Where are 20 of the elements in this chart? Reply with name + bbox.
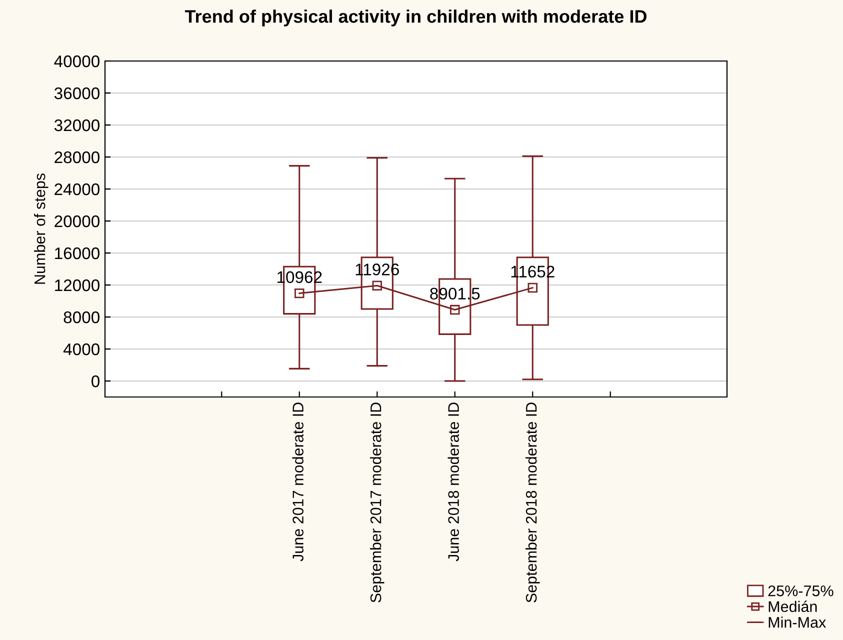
y-tick-label: 32000 — [54, 119, 100, 132]
y-tick-label: 4000 — [63, 343, 100, 356]
y-tick-label: 24000 — [54, 183, 100, 196]
y-axis-title: Number of steps — [34, 174, 48, 284]
y-tick-label: 36000 — [54, 87, 100, 100]
y-tick-label: 12000 — [55, 279, 100, 292]
x-tick-label: September 2017 moderate ID — [370, 402, 384, 602]
y-tick-label: 0 — [92, 375, 100, 388]
y-tick-label: 16000 — [55, 247, 100, 260]
y-tick-label: 28000 — [54, 151, 100, 164]
y-tick-label: 8000 — [64, 311, 100, 324]
legend-label: 25%-75% — [768, 585, 834, 596]
chart-title: Trend of physical activity in children with moderate ID — [184, 10, 647, 26]
text: Min-Max — [768, 616, 826, 628]
legend-label: Medián — [768, 600, 817, 612]
x-tick-label: September 2018 moderate ID — [526, 402, 540, 602]
y-tick-label: 20000 — [54, 215, 100, 228]
y-tick-label: 40000 — [54, 55, 100, 68]
x-tick-label: June 2017 moderate ID — [292, 402, 304, 562]
x-tick-label: June 2018 moderate ID — [448, 402, 459, 562]
